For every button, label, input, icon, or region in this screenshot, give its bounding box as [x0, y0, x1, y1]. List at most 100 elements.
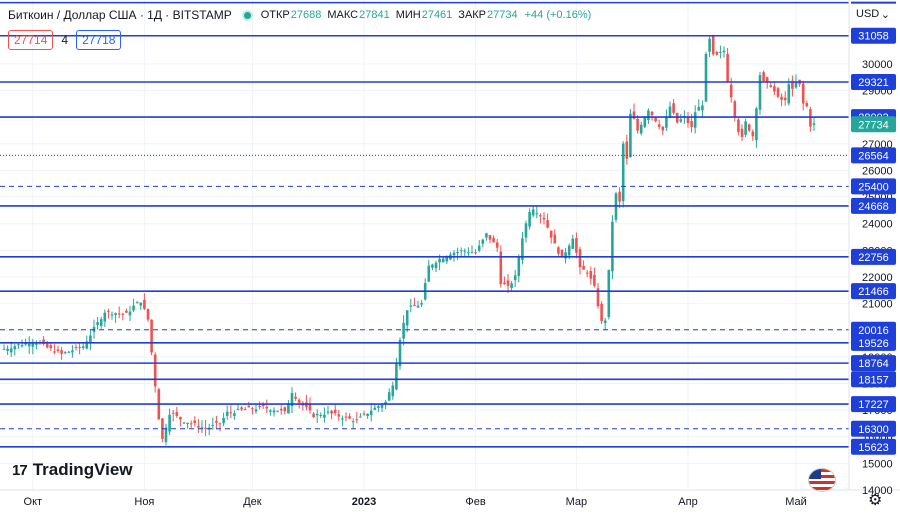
candle-body [211, 424, 215, 426]
top-level-marker [851, 1, 896, 4]
candle-body [434, 262, 438, 269]
candle-body [672, 103, 675, 113]
candle-body [758, 75, 762, 110]
price-tick-label: 30000 [862, 59, 893, 71]
candle-body [261, 403, 265, 407]
candle-body [596, 288, 600, 307]
candle-body [99, 319, 103, 326]
candle-body [146, 308, 150, 320]
candle-body [200, 427, 204, 429]
candle-body [528, 212, 531, 227]
candle-body [6, 348, 9, 351]
candle-body [20, 344, 24, 347]
candle-body [128, 311, 132, 316]
candle-body [589, 271, 593, 279]
candle-body [794, 81, 798, 88]
candle-body [611, 221, 614, 272]
candle-body [531, 209, 535, 216]
buy-price-button[interactable]: 27718 [76, 30, 122, 50]
gear-icon[interactable]: ⚙ [868, 492, 883, 509]
sell-price-button[interactable]: 27714 [8, 30, 54, 50]
candle-body [513, 275, 517, 281]
candle-body [189, 423, 193, 425]
candle-body [373, 407, 377, 410]
candle-body [477, 245, 481, 251]
candle-body [312, 413, 315, 418]
candle-body [197, 426, 200, 428]
candle-body [204, 427, 207, 429]
time-tick-label: Ноя [134, 496, 154, 508]
candle-body [254, 409, 258, 412]
low-value: МИН27461 [395, 9, 453, 21]
candle-body [711, 35, 715, 55]
candle-body [114, 313, 117, 315]
candle-body [45, 343, 49, 348]
candle-body [182, 422, 186, 424]
candle-body [150, 319, 153, 353]
candle-body [715, 51, 719, 55]
last-price-label: 27734 [858, 119, 889, 131]
candle-body [42, 339, 45, 344]
time-tick-label: 2023 [352, 496, 376, 508]
candle-body [607, 269, 611, 317]
candle-body [17, 344, 20, 346]
candle-body [265, 406, 269, 409]
candle-body [315, 413, 319, 416]
candle-body [722, 50, 726, 53]
time-tick-label: Май [785, 496, 807, 508]
candle-body [780, 96, 783, 100]
candle-body [229, 412, 233, 414]
candle-body [391, 385, 395, 397]
candle-body [747, 124, 751, 131]
symbol-title[interactable]: Биткоин / Доллар США · 1Д · BITSTAMP [8, 8, 232, 22]
candle-body [13, 346, 17, 350]
candle-body [103, 312, 107, 322]
tradingview-logo[interactable]: 17 TradingView [12, 460, 133, 480]
candle-body [179, 417, 182, 420]
candle-body [632, 111, 636, 119]
candle-body [319, 414, 323, 416]
candle-body [729, 84, 733, 98]
candle-body [49, 345, 53, 349]
candle-body [362, 413, 366, 415]
candle-body [769, 85, 773, 87]
candle-body [71, 350, 74, 353]
candle-body [708, 38, 711, 52]
price-tick-label: 26000 [862, 165, 893, 177]
level-label-bg [851, 283, 896, 300]
us-flag-icon[interactable] [808, 468, 836, 492]
level-price-label: 21466 [858, 286, 889, 298]
market-status-icon [243, 11, 251, 19]
last-price-label-bg [851, 116, 896, 133]
candle-body [276, 410, 279, 412]
candle-body [467, 252, 470, 254]
candle-body [222, 417, 225, 424]
candle-body [621, 143, 625, 202]
candle-body [193, 420, 197, 424]
candle-body [398, 339, 402, 367]
candle-body [801, 83, 805, 104]
currency-selector[interactable]: USD ⌄ [853, 5, 893, 23]
level-price-label: 15623 [858, 442, 889, 454]
candle-body [186, 422, 189, 424]
candle-body [686, 117, 690, 124]
candle-body [294, 396, 297, 399]
candle-body [269, 410, 272, 412]
candle-body [359, 416, 362, 418]
candle-body [704, 53, 708, 102]
candle-body [168, 414, 171, 432]
candle-body [463, 250, 467, 252]
time-axis: Окт Ноя Дек 2023 Фев Мар Апр Май [24, 496, 807, 508]
buy-sell-panel: 27714 4 27718 [8, 30, 122, 50]
candle-body [459, 250, 463, 252]
candle-body [582, 265, 585, 270]
level-price-label: 26564 [858, 150, 889, 162]
candle-body [132, 305, 135, 311]
candle-body [247, 405, 251, 408]
candle-body [251, 408, 254, 410]
price-tick-label: 14000 [862, 485, 893, 497]
candle-body [521, 238, 524, 260]
level-label-bg [851, 178, 896, 195]
candle-body [693, 112, 697, 128]
